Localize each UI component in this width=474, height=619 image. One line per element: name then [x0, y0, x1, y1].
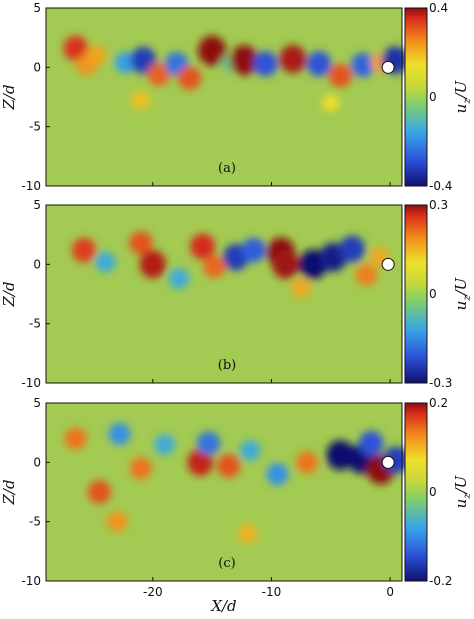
axes-frame-b — [45, 204, 403, 384]
field-blob — [147, 63, 171, 86]
field-blob — [129, 457, 152, 480]
colorbar-c — [404, 402, 428, 582]
colorbar-tick-min-b: -0.3 — [429, 376, 452, 390]
cylinder-marker-c — [381, 455, 395, 469]
x-tick-label: 0 — [386, 585, 394, 599]
field-blob — [139, 250, 166, 279]
field-blob — [350, 52, 375, 78]
field-blob — [130, 46, 157, 74]
y-tick-label: -10 — [21, 376, 41, 390]
colorbar-label-c: uz/U — [452, 474, 473, 508]
plot-area-a — [46, 8, 402, 186]
heatmap-field-b — [71, 231, 390, 298]
colorbar-label-a: uz/U — [452, 79, 473, 113]
svg-text:uz/U: uz/U — [452, 276, 473, 310]
panel-b: 5 0 -5 -10 (b) Z/d 0.3 0 -0.3 uz/U — [0, 198, 473, 390]
cylinder-marker-a — [381, 60, 395, 74]
y-axis-label-a: Z/d — [0, 84, 18, 110]
y-tick-label: 0 — [33, 455, 41, 469]
field-blob — [272, 249, 300, 279]
field-blob — [198, 35, 227, 66]
field-blob — [63, 35, 88, 61]
colorbar-tick-max-c: 0.2 — [429, 396, 448, 410]
field-blob — [291, 278, 312, 298]
y-tick-label: 0 — [33, 60, 41, 74]
x-tick-label: -10 — [262, 585, 282, 599]
panel-a: 5 0 -5 -10 (a) Z/d 0.4 0 -0.4 uz/U — [0, 1, 473, 193]
field-blob — [187, 448, 214, 476]
svg-text:uz/U: uz/U — [452, 474, 473, 508]
field-blob — [154, 434, 176, 455]
y-tick-label: 5 — [33, 1, 41, 15]
field-blob — [339, 235, 365, 263]
colorbar-tick-min-a: -0.4 — [429, 179, 452, 193]
field-blob — [85, 45, 106, 66]
y-tick-label: -10 — [21, 574, 41, 588]
field-blob — [71, 237, 96, 263]
field-blob — [106, 511, 128, 532]
y-tick-label: -5 — [29, 515, 41, 529]
panel-label-b: (b) — [218, 358, 236, 373]
field-blob — [87, 480, 111, 504]
y-tick-label: -5 — [29, 120, 41, 134]
colorbar-tick-mid-c: 0 — [429, 485, 437, 499]
colorbar-tick-mid-a: 0 — [429, 90, 437, 104]
colorbar-tick-max-a: 0.4 — [429, 1, 448, 15]
axes-frame-a — [45, 7, 403, 187]
field-blob — [177, 66, 202, 90]
colorbar-b — [404, 204, 428, 384]
y-ticks-a: 5 0 -5 -10 — [21, 1, 391, 193]
field-blob — [241, 237, 266, 263]
field-blob — [108, 422, 131, 445]
y-ticks-b: 5 0 -5 -10 — [21, 198, 391, 390]
x-tick-label: -20 — [143, 585, 163, 599]
field-blob — [355, 264, 378, 286]
x-ticks-c: -20 -10 0 — [143, 577, 394, 599]
colorbar-tick-mid-b: 0 — [429, 287, 437, 301]
y-tick-label: 5 — [33, 198, 41, 212]
heatmap-field-a — [63, 35, 408, 112]
colorbar-label-b: uz/U — [452, 276, 473, 310]
field-blob — [190, 233, 216, 260]
field-blob — [203, 255, 226, 278]
y-tick-label: -5 — [29, 317, 41, 331]
x-axis-label: X/d — [210, 597, 236, 615]
field-blob — [279, 44, 307, 74]
panel-label-c: (c) — [218, 556, 235, 571]
cylinder-marker-b — [381, 257, 395, 271]
colorbar-tick-max-b: 0.3 — [429, 198, 448, 212]
field-blob — [239, 440, 261, 461]
field-blob — [266, 463, 289, 486]
colorbar-a — [404, 7, 428, 187]
y-axis-label-c: Z/d — [0, 479, 18, 505]
field-blob — [64, 427, 87, 450]
field-blob — [328, 63, 352, 88]
field-blob — [296, 451, 319, 474]
y-ticks-c: 5 0 -5 -10 — [21, 396, 50, 588]
axes-frame-c — [45, 402, 403, 582]
field-blob — [237, 524, 258, 543]
field-blob — [196, 431, 221, 456]
field-blob — [230, 45, 259, 76]
field-blob — [129, 231, 153, 255]
field-blob — [94, 251, 116, 273]
y-tick-label: 0 — [33, 257, 41, 271]
field-blob — [217, 454, 241, 478]
field-blob — [326, 440, 355, 471]
panel-label-a: (a) — [218, 161, 236, 176]
y-tick-label: -10 — [21, 179, 41, 193]
field-blob — [321, 94, 340, 112]
field-blob — [358, 430, 384, 456]
field-blob — [168, 268, 190, 289]
y-tick-label: 5 — [33, 396, 41, 410]
field-blob — [131, 91, 151, 110]
plot-area-b — [46, 205, 402, 383]
colorbar-tick-min-c: -0.2 — [429, 574, 452, 588]
y-axis-label-b: Z/d — [0, 281, 18, 307]
field-blob — [306, 51, 332, 77]
svg-text:uz/U: uz/U — [452, 79, 473, 113]
field-blob — [253, 51, 278, 77]
panel-c: 5 0 -5 -10 -20 -10 0 (c) Z/d X/d 0.2 0 -0.2 u… — [0, 396, 473, 615]
